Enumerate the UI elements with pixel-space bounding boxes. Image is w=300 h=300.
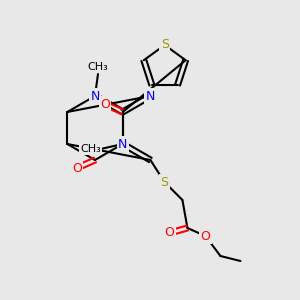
Text: O: O: [164, 226, 174, 239]
Text: O: O: [72, 161, 82, 175]
Text: N: N: [118, 137, 128, 151]
Text: N: N: [146, 89, 155, 103]
Text: CH₃: CH₃: [80, 144, 101, 154]
Text: O: O: [200, 230, 210, 242]
Text: S: S: [160, 176, 168, 188]
Text: N: N: [90, 89, 100, 103]
Text: O: O: [100, 98, 110, 110]
Text: N: N: [118, 137, 128, 151]
Text: S: S: [161, 38, 169, 52]
Text: CH₃: CH₃: [88, 62, 108, 72]
